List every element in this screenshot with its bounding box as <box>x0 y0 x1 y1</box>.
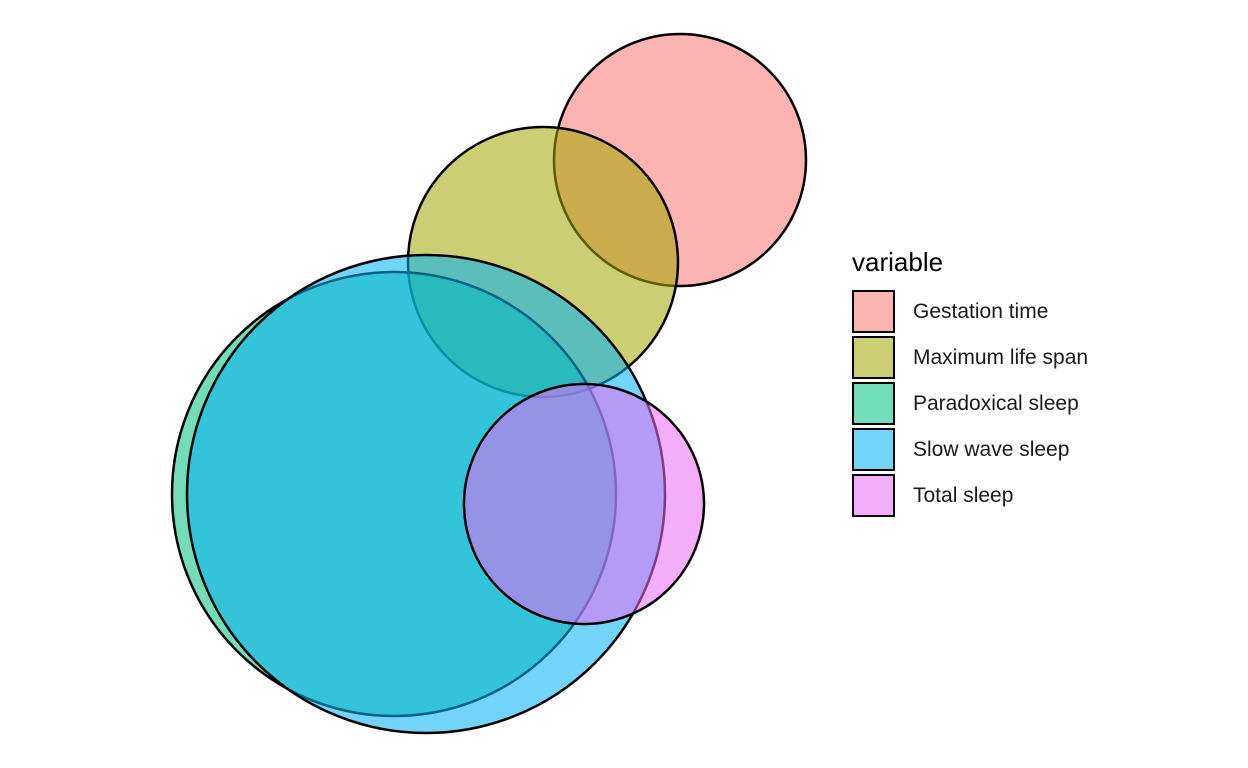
legend-label: Gestation time <box>913 300 1049 323</box>
legend-item-slow-wave-sleep: Slow wave sleep <box>852 428 1152 474</box>
legend-swatch <box>852 290 895 333</box>
legend-swatch <box>852 474 895 517</box>
legend-item-total-sleep: Total sleep <box>852 474 1152 520</box>
legend-item-paradoxical-sleep: Paradoxical sleep <box>852 382 1152 428</box>
legend-swatch <box>852 382 895 425</box>
legend-swatch <box>852 428 895 471</box>
legend-label: Slow wave sleep <box>913 438 1070 461</box>
legend-item-gestation-time: Gestation time <box>852 290 1152 336</box>
legend-swatch <box>852 336 895 379</box>
legend: variable Gestation time Maximum life spa… <box>852 246 1152 520</box>
circle-total-sleep <box>462 382 706 626</box>
legend-label: Total sleep <box>913 484 1014 507</box>
legend-label: Maximum life span <box>913 346 1089 369</box>
legend-item-maximum-life-span: Maximum life span <box>852 336 1152 382</box>
legend-title: variable <box>852 247 944 277</box>
legend-label: Paradoxical sleep <box>913 392 1079 415</box>
